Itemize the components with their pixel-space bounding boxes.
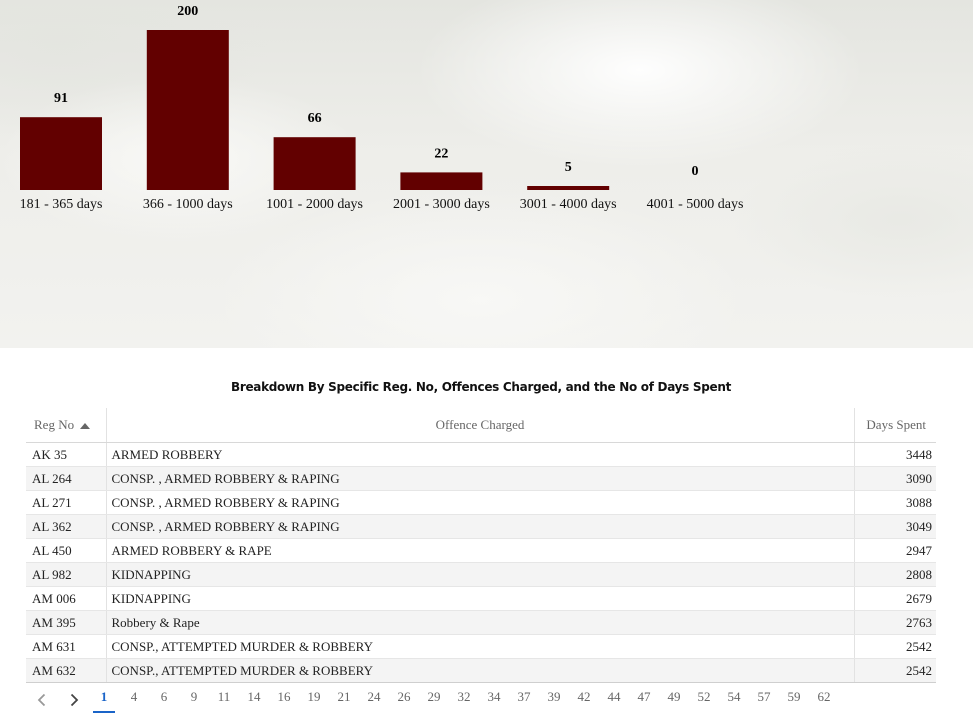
- cell-reg-no: AL 362: [26, 514, 107, 539]
- cell-reg-no: AL 450: [26, 538, 107, 563]
- cell-offence: Robbery & Rape: [106, 610, 855, 635]
- category-label: 3001 - 4000 days: [520, 197, 617, 212]
- page-number-button[interactable]: 62: [817, 689, 831, 704]
- page-number-button[interactable]: 9: [190, 689, 198, 704]
- page-number-button[interactable]: 11: [217, 689, 231, 704]
- cell-reg-no: AM 395: [26, 610, 107, 635]
- sort-ascending-icon: [80, 423, 91, 430]
- page-number-button[interactable]: 47: [637, 689, 651, 704]
- cell-days-spent: 2808: [854, 562, 936, 587]
- table-bottom-border: [26, 682, 936, 683]
- page-number-button[interactable]: 49: [667, 689, 681, 704]
- page-number-button[interactable]: 59: [787, 689, 801, 704]
- cell-offence: CONSP. , ARMED ROBBERY & RAPING: [106, 490, 855, 515]
- cell-days-spent: 3448: [854, 442, 936, 467]
- bar-value-label: 5: [565, 160, 572, 175]
- next-page-button[interactable]: [66, 692, 82, 708]
- data-table: Reg No Offence Charged Days Spent AK 35 A…: [26, 408, 936, 683]
- category-label: 1001 - 2000 days: [266, 197, 363, 212]
- table-row[interactable]: AM 632 CONSP., ATTEMPTED MURDER & ROBBERY…: [26, 658, 936, 683]
- cell-offence: CONSP., ATTEMPTED MURDER & ROBBERY: [106, 634, 855, 659]
- bar-value-label: 0: [692, 164, 699, 179]
- cell-offence: CONSP. , ARMED ROBBERY & RAPING: [106, 514, 855, 539]
- cell-offence: KIDNAPPING: [106, 562, 855, 587]
- cell-reg-no: AL 264: [26, 466, 107, 491]
- cell-offence: CONSP., ATTEMPTED MURDER & ROBBERY: [106, 658, 855, 683]
- cell-days-spent: 3049: [854, 514, 936, 539]
- page-number-button[interactable]: 21: [337, 689, 351, 704]
- page-number-button[interactable]: 14: [247, 689, 261, 704]
- chevron-left-icon: [37, 693, 46, 707]
- page-number-button[interactable]: 24: [367, 689, 381, 704]
- bar-value-label: 200: [177, 4, 198, 19]
- page-number-button[interactable]: 19: [307, 689, 321, 704]
- bar-value-label: 91: [54, 91, 68, 106]
- cell-offence: ARMED ROBBERY & RAPE: [106, 538, 855, 563]
- page-number-button[interactable]: 4: [130, 689, 138, 704]
- table-row[interactable]: AL 264 CONSP. , ARMED ROBBERY & RAPING 309…: [26, 466, 936, 491]
- category-label: 2001 - 3000 days: [393, 197, 490, 212]
- table-row[interactable]: AL 450 ARMED ROBBERY & RAPE 2947: [26, 538, 936, 563]
- column-header-offence[interactable]: Offence Charged: [106, 408, 855, 443]
- table-row[interactable]: AM 395 Robbery & Rape 2763: [26, 610, 936, 635]
- cell-days-spent: 2542: [854, 634, 936, 659]
- column-header-days[interactable]: Days Spent: [854, 408, 936, 443]
- page-number-button[interactable]: 54: [727, 689, 741, 704]
- table-row[interactable]: AM 631 CONSP., ATTEMPTED MURDER & ROBBERY…: [26, 634, 936, 659]
- bar-chart: 91 181 - 365 days 200 366 - 1000 days 66 1001…: [20, 4, 744, 212]
- cell-days-spent: 2763: [854, 610, 936, 635]
- bar-0[interactable]: [20, 117, 102, 190]
- bar-value-label: 22: [434, 146, 448, 161]
- cell-days-spent: 3088: [854, 490, 936, 515]
- page-number-button[interactable]: 42: [577, 689, 591, 704]
- chevron-right-icon: [70, 693, 79, 707]
- cell-days-spent: 3090: [854, 466, 936, 491]
- page-number-button[interactable]: 26: [397, 689, 411, 704]
- cell-offence: KIDNAPPING: [106, 586, 855, 611]
- cell-offence: CONSP. , ARMED ROBBERY & RAPING: [106, 466, 855, 491]
- page-number-button[interactable]: 44: [607, 689, 621, 704]
- cell-days-spent: 2542: [854, 658, 936, 683]
- bar-1[interactable]: [146, 30, 229, 190]
- page-number-button[interactable]: 1: [100, 689, 108, 704]
- bar-2[interactable]: [273, 137, 356, 190]
- table-title: Breakdown By Specific Reg. No, Offences …: [230, 380, 732, 394]
- page-number-button[interactable]: 57: [757, 689, 771, 704]
- table-row[interactable]: AK 35 ARMED ROBBERY 3448: [26, 442, 936, 467]
- page-number-button[interactable]: 32: [457, 689, 471, 704]
- category-label: 181 - 365 days: [20, 197, 103, 212]
- bar-3[interactable]: [400, 172, 483, 190]
- active-page-underline: [93, 711, 115, 713]
- category-label: 4001 - 5000 days: [647, 197, 744, 212]
- column-header-reg-no-label: Reg No: [34, 417, 75, 432]
- cell-reg-no: AL 982: [26, 562, 107, 587]
- cell-reg-no: AM 631: [26, 634, 107, 659]
- table-header-row: Reg No Offence Charged Days Spent: [26, 408, 936, 443]
- table-row[interactable]: AM 006 KIDNAPPING 2679: [26, 586, 936, 611]
- cell-reg-no: AK 35: [26, 442, 107, 467]
- column-header-reg-no[interactable]: Reg No: [26, 408, 107, 443]
- table-row[interactable]: AL 362 CONSP. , ARMED ROBBERY & RAPING 304…: [26, 514, 936, 539]
- page-number-button[interactable]: 6: [160, 689, 168, 704]
- bar-value-label: 66: [308, 111, 322, 126]
- page-number-button[interactable]: 29: [427, 689, 441, 704]
- cell-days-spent: 2947: [854, 538, 936, 563]
- table-row[interactable]: AL 982 KIDNAPPING 2808: [26, 562, 936, 587]
- page-number-button[interactable]: 52: [697, 689, 711, 704]
- page-number-button[interactable]: 39: [547, 689, 561, 704]
- prev-page-button[interactable]: [34, 692, 50, 708]
- category-label: 366 - 1000 days: [143, 197, 233, 212]
- page-number-button[interactable]: 37: [517, 689, 531, 704]
- cell-reg-no: AL 271: [26, 490, 107, 515]
- bar-4[interactable]: [527, 186, 610, 190]
- cloud-background: 91 181 - 365 days 200 366 - 1000 days 66 1001…: [0, 0, 973, 348]
- cell-days-spent: 2679: [854, 586, 936, 611]
- table-row[interactable]: AL 271 CONSP. , ARMED ROBBERY & RAPING 308…: [26, 490, 936, 515]
- page-number-button[interactable]: 34: [487, 689, 501, 704]
- pagination: 1 4 6 9 11 14 16 19 21 24 26 29 32 34 37 39 42 44 47 49 52 54…: [26, 686, 936, 714]
- cell-reg-no: AM 632: [26, 658, 107, 683]
- page-number-button[interactable]: 16: [277, 689, 291, 704]
- cell-offence: ARMED ROBBERY: [106, 442, 855, 467]
- cell-reg-no: AM 006: [26, 586, 107, 611]
